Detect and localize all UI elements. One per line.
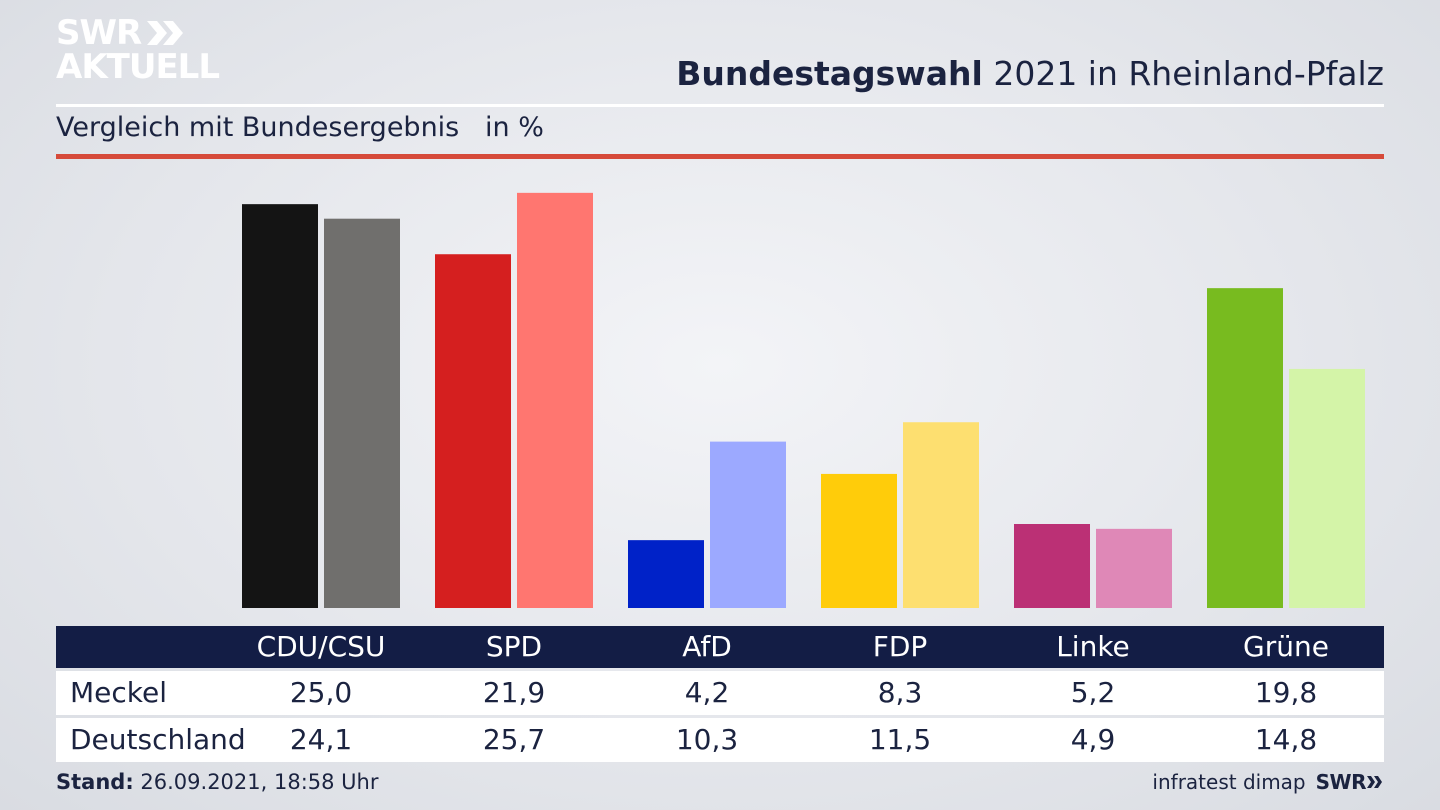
column-header: Grüne [1243,630,1329,663]
table-cell: 11,5 [868,723,932,756]
source-text: infratest dimap [1152,770,1306,794]
stand-value: 26.09.2021, 18:58 Uhr [133,770,379,794]
table-cell: 5,2 [1070,676,1116,709]
column-header: Linke [1056,630,1130,663]
red-divider [56,154,1384,159]
table-cell: 10,3 [675,723,739,756]
table-cell: 25,0 [289,676,353,709]
table-row: Deutschland 24,1 25,7 10,3 11,5 4,9 14,8 [56,718,1384,762]
table-cell: 19,8 [1254,676,1318,709]
table-cell: 8,3 [877,676,923,709]
double-chevron-icon [147,21,184,45]
column-header: FDP [872,630,928,663]
bar-meckel-1 [435,254,511,608]
stand-label: Stand: [56,770,134,794]
swr-small-logo: SWR [1316,770,1384,794]
table-cell: 14,8 [1254,723,1318,756]
table-cell: 25,7 [482,723,546,756]
bar-deutschland-2 [710,441,786,608]
source-credit: infratest dimap SWR [1152,770,1384,794]
swr-aktuell-logo: SWR AKTUELL [56,13,220,87]
bar-meckel-3 [821,473,897,608]
bar-deutschland-1 [517,192,593,608]
page-title: Bundestagswahl 2021 in Rheinland-Pfalz [676,54,1384,93]
column-header: SPD [485,630,543,663]
title-bold: Bundestagswahl [676,54,983,93]
table-row: Meckel 25,0 21,9 4,2 8,3 5,2 19,8 [56,671,1384,715]
table-cell: 4,9 [1070,723,1116,756]
bar-meckel-5 [1207,288,1283,608]
bar-meckel-0 [242,204,318,608]
logo-aktuell-text: AKTUELL [56,47,220,87]
results-table: CDU/CSU SPD AfD FDP Linke Grüne Meckel 25,0 21… [56,626,1384,762]
row-label-deutschland: Deutschland [70,723,246,756]
bar-deutschland-4 [1096,528,1172,608]
row-label-meckel: Meckel [70,676,168,709]
bar-deutschland-0 [324,218,400,608]
double-chevron-icon [1367,776,1382,788]
column-header: CDU/CSU [256,630,386,663]
table-cell: 21,9 [482,676,546,709]
table-cell: 4,2 [684,676,730,709]
bar-deutschland-3 [903,422,979,608]
bar-meckel-2 [628,540,704,608]
bar-chart [242,192,1365,608]
table-cell: 24,1 [289,723,353,756]
column-header: AfD [682,630,732,663]
bar-meckel-4 [1014,524,1090,608]
title-rest: 2021 in Rheinland-Pfalz [982,54,1384,93]
footer-logo-text: SWR [1315,770,1367,794]
table-header: CDU/CSU SPD AfD FDP Linke Grüne [56,626,1384,668]
bar-deutschland-5 [1289,368,1365,608]
chart-subtitle: Vergleich mit Bundesergebnis in % [56,112,544,143]
timestamp: Stand: 26.09.2021, 18:58 Uhr [56,770,379,794]
logo-swr-text: SWR [56,13,142,53]
top-divider [56,104,1384,107]
